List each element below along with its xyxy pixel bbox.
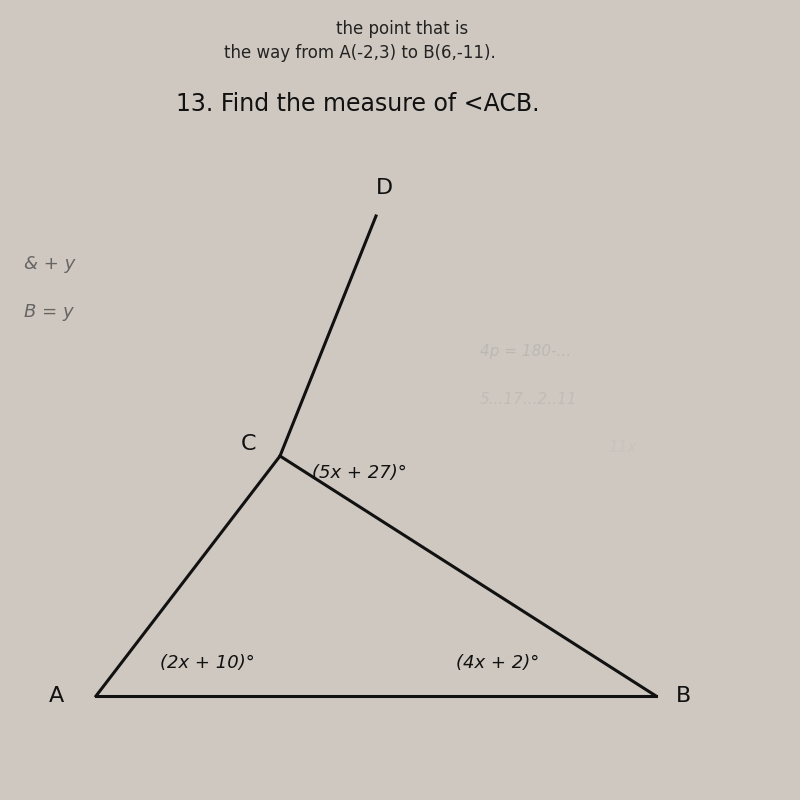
Text: C: C	[240, 434, 256, 454]
Text: 4p = 180-...: 4p = 180-...	[480, 345, 571, 359]
Text: B: B	[676, 686, 692, 706]
Text: B = y: B = y	[24, 303, 74, 321]
Text: & + y: & + y	[24, 255, 75, 273]
Text: (4x + 2)°: (4x + 2)°	[456, 654, 539, 672]
Text: 13. Find the measure of <ACB.: 13. Find the measure of <ACB.	[176, 92, 539, 116]
Text: D: D	[375, 178, 393, 198]
Text: A: A	[48, 686, 64, 706]
Text: 5...17...2..11: 5...17...2..11	[480, 393, 578, 407]
Text: the way from A(-2,3) to B(6,-11).: the way from A(-2,3) to B(6,-11).	[224, 44, 496, 62]
Text: the point that is: the point that is	[336, 20, 468, 38]
Text: 11x: 11x	[608, 441, 637, 455]
Text: (5x + 27)°: (5x + 27)°	[312, 464, 406, 482]
Text: (2x + 10)°: (2x + 10)°	[160, 654, 254, 672]
